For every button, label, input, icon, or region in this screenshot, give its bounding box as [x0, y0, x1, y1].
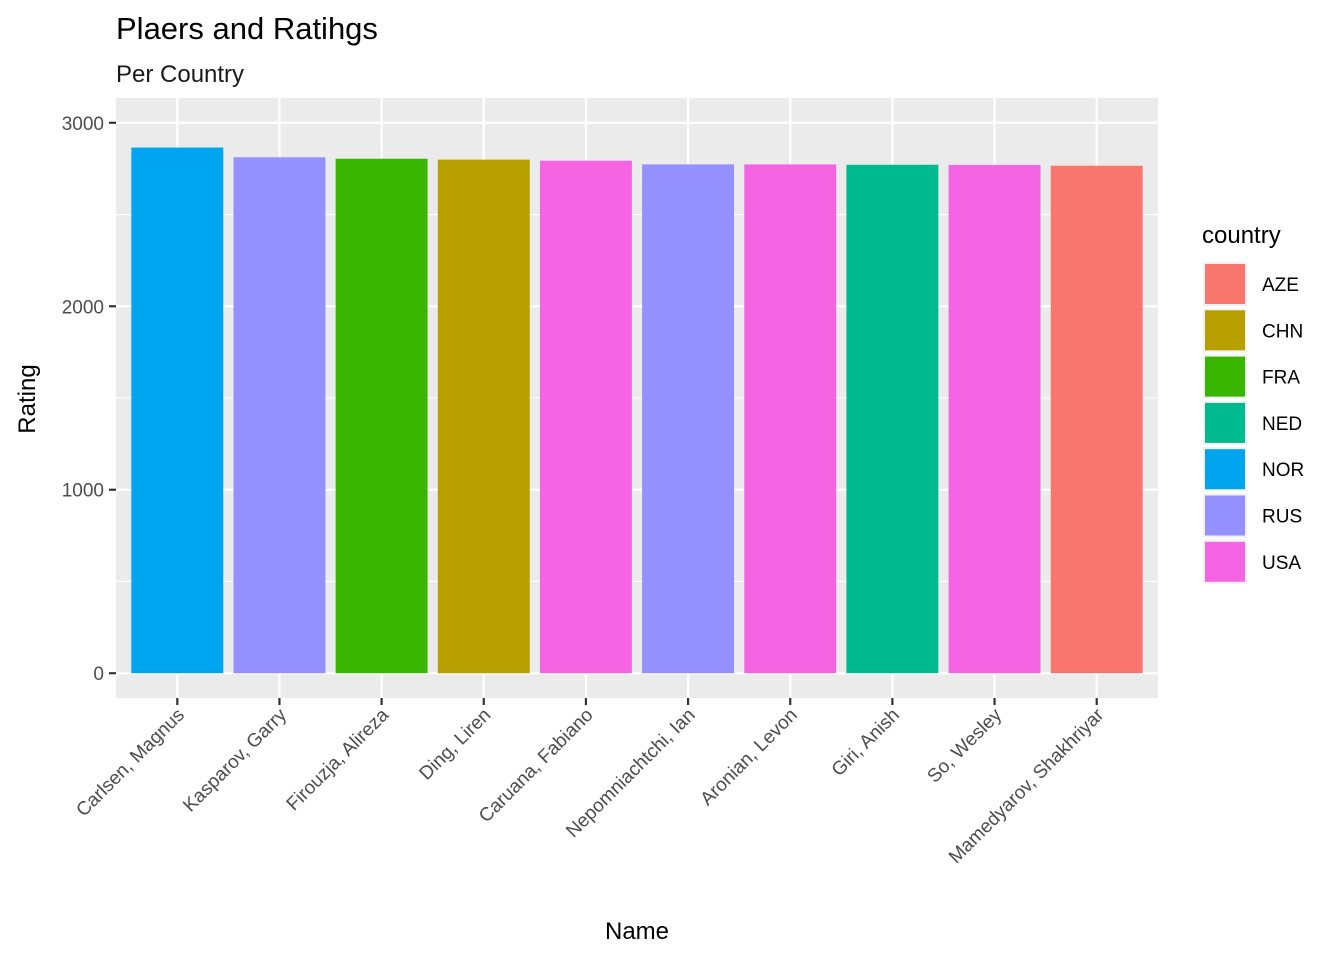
x-axis-title: Name [605, 918, 669, 945]
x-tick-label: Ding, Liren [415, 705, 495, 785]
legend-swatch [1205, 356, 1245, 397]
bar [233, 157, 326, 674]
x-tick-label: Kasparov, Garry [179, 704, 291, 816]
legend-label: USA [1262, 553, 1301, 574]
legend-label: NED [1262, 414, 1302, 435]
legend-swatch [1205, 402, 1245, 443]
y-tick-label: 3000 [62, 114, 104, 135]
legend-label: AZE [1262, 275, 1299, 296]
bar [539, 160, 632, 674]
legend-swatch [1205, 541, 1245, 582]
bar [335, 158, 428, 674]
y-tick-label: 0 [93, 664, 104, 685]
x-tick-label: Carlsen, Magnus [72, 705, 188, 821]
bar [744, 164, 837, 674]
legend-swatch [1205, 449, 1245, 490]
y-axis: 0 1000 2000 3000 [62, 114, 116, 685]
x-tick-label: Giri, Anish [828, 705, 904, 781]
bar [437, 159, 530, 674]
chart-subtitle: Per Country [116, 61, 244, 88]
bar [131, 147, 224, 674]
legend-label: CHN [1262, 321, 1303, 342]
legend-swatch [1205, 310, 1245, 351]
legend: country AZE CHN FRA NED NOR RUS USA [1202, 222, 1304, 584]
bars [131, 147, 1143, 674]
legend-entries: AZE CHN FRA NED NOR RUS USA [1203, 262, 1304, 584]
legend-swatch [1205, 495, 1245, 536]
x-tick-label: Caruana, Fabiano [475, 705, 597, 827]
x-tick-label: Firouzja, Alireza [283, 704, 394, 815]
y-tick-label: 2000 [62, 297, 104, 318]
y-axis-title: Rating [14, 364, 41, 433]
legend-swatch [1205, 264, 1245, 304]
x-tick-label: So, Wesley [924, 704, 1007, 787]
legend-label: NOR [1262, 460, 1304, 481]
legend-label: RUS [1262, 507, 1302, 528]
y-tick-label: 1000 [62, 481, 104, 502]
legend-label: FRA [1262, 368, 1300, 389]
bar [642, 164, 735, 674]
bar [1050, 165, 1143, 674]
bar [948, 164, 1041, 674]
x-tick-label: Aronian, Levon [697, 705, 802, 810]
legend-title: country [1202, 222, 1281, 249]
bar [846, 164, 939, 674]
chart-title: Plaers and Ratihgs [116, 11, 378, 46]
